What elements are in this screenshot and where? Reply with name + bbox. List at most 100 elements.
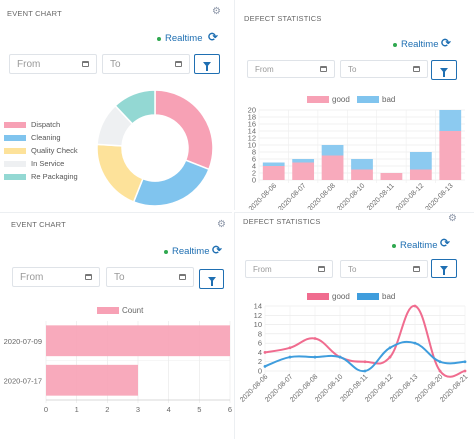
y-tick-label: 6 (258, 339, 262, 348)
legend-label: Quality Check (31, 146, 78, 155)
data-point (463, 360, 467, 364)
bar-segment (439, 110, 462, 131)
calendar-icon[interactable] (320, 66, 327, 72)
y-tick-label: 4 (252, 162, 256, 171)
legend-label: good (332, 292, 350, 301)
from-placeholder: From (20, 271, 44, 283)
calendar-icon[interactable] (413, 66, 420, 72)
legend-swatch (4, 121, 26, 128)
legend-label: Dispatch (31, 120, 61, 129)
y-tick-label: 6 (252, 155, 256, 164)
calendar-icon[interactable] (85, 274, 92, 280)
calendar-icon[interactable] (179, 274, 186, 280)
panel-title: EVENT CHART (7, 9, 62, 18)
data-point (313, 355, 317, 359)
bar-segment (292, 159, 315, 163)
filter-button[interactable] (431, 259, 457, 278)
legend-item[interactable]: Re Packaging (4, 170, 78, 183)
y-tick-label: 20 (248, 106, 256, 115)
x-tick-label: 2020-08-08 (307, 182, 337, 210)
refresh-icon[interactable]: ⟳ (212, 243, 223, 257)
legend-label: Re Packaging (31, 172, 78, 181)
from-date-input[interactable]: From (247, 60, 335, 78)
legend-swatch (357, 96, 379, 103)
y-tick-label: 0 (252, 176, 256, 185)
y-tick-label: 2 (258, 357, 262, 366)
to-date-input[interactable]: To (102, 54, 190, 74)
bar-segment (439, 131, 462, 180)
x-tick-label: 0 (44, 405, 48, 414)
legend-item[interactable]: Quality Check (4, 144, 78, 157)
legend-swatch (307, 293, 329, 300)
to-date-input[interactable]: To (340, 60, 428, 78)
gear-icon[interactable]: ⚙ (217, 219, 226, 230)
to-date-input[interactable]: To (106, 267, 194, 287)
filter-button[interactable] (194, 54, 220, 74)
legend-item[interactable]: Dispatch (4, 118, 78, 131)
panel-title: EVENT CHART (11, 220, 66, 229)
refresh-icon[interactable]: ⟳ (440, 236, 451, 250)
bar-segment (321, 145, 344, 156)
data-point (288, 355, 292, 359)
calendar-icon[interactable] (318, 266, 325, 272)
x-tick-label: 1 (75, 405, 79, 414)
legend-swatch (4, 134, 26, 141)
data-point (263, 351, 267, 354)
bar (46, 364, 138, 396)
x-tick-label: 3 (136, 405, 140, 414)
bar-segment (409, 152, 432, 170)
y-tick-label: 10 (248, 141, 256, 150)
from-date-input[interactable]: From (12, 267, 100, 287)
y-tick-label: 14 (254, 302, 262, 311)
x-tick-label: 6 (228, 405, 232, 414)
from-date-input[interactable]: From (245, 260, 333, 278)
legend-label: bad (382, 95, 395, 104)
realtime-label: Realtime (401, 39, 439, 50)
realtime-label: Realtime (165, 33, 203, 44)
data-point (388, 355, 392, 359)
to-date-input[interactable]: To (340, 260, 428, 278)
y-tick-label: 8 (258, 329, 262, 338)
from-placeholder: From (253, 264, 272, 274)
legend-swatch (4, 173, 26, 180)
x-tick-label: 2020-08-10 (336, 182, 366, 210)
calendar-icon[interactable] (413, 266, 420, 272)
calendar-icon[interactable] (175, 61, 182, 67)
x-tick-label: 2020-08-12 (395, 182, 425, 210)
legend-item[interactable]: In Service (4, 157, 78, 170)
y-tick-label: 2 (252, 169, 256, 178)
event-horizontal-bar-chart: 0 1 2 3 4 5 6 2020-07-09 2020-07-17 Count (4, 306, 232, 414)
legend-label: bad (382, 292, 395, 301)
filter-button[interactable] (199, 269, 224, 289)
bar-segment (351, 159, 373, 170)
calendar-icon[interactable] (82, 61, 89, 67)
refresh-icon[interactable]: ⟳ (208, 30, 219, 44)
x-tick-label: 2020-08-11 (366, 182, 396, 210)
panel-title: DEFECT STATISTICS (244, 14, 322, 23)
y-tick-label: 10 (254, 320, 262, 329)
filter-button[interactable] (431, 60, 457, 80)
legend-label: Count (122, 306, 144, 315)
refresh-icon[interactable]: ⟳ (441, 36, 452, 50)
data-point (338, 355, 342, 359)
gear-icon[interactable]: ⚙ (212, 6, 221, 17)
to-placeholder: To (348, 264, 357, 274)
data-point (438, 369, 442, 373)
from-date-input[interactable]: From (9, 54, 97, 74)
bar-segment (262, 166, 285, 180)
y-tick-label: 2020-07-17 (4, 376, 42, 385)
legend-item[interactable]: Cleaning (4, 131, 78, 144)
filter-icon (203, 61, 211, 71)
gear-icon[interactable]: ⚙ (448, 213, 457, 224)
doughnut-slice (114, 89, 156, 126)
legend-label: good (332, 95, 350, 104)
bar-segment (380, 173, 403, 180)
legend-swatch (357, 293, 379, 300)
x-tick-label: 5 (197, 405, 201, 414)
data-point (438, 360, 442, 364)
from-placeholder: From (17, 58, 41, 70)
data-point (388, 346, 392, 350)
y-tick-label: 12 (248, 134, 256, 143)
